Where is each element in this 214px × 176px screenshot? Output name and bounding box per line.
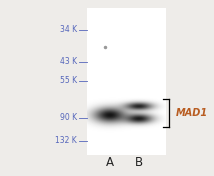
Text: 43 K: 43 K [60,57,77,66]
Text: B: B [135,156,143,169]
Text: 55 K: 55 K [60,76,77,86]
Text: A: A [106,156,114,169]
Text: 132 K: 132 K [55,136,77,145]
Text: 90 K: 90 K [60,113,77,122]
FancyBboxPatch shape [87,9,166,155]
Text: 34 K: 34 K [60,25,77,34]
Text: MAD1: MAD1 [175,108,208,118]
